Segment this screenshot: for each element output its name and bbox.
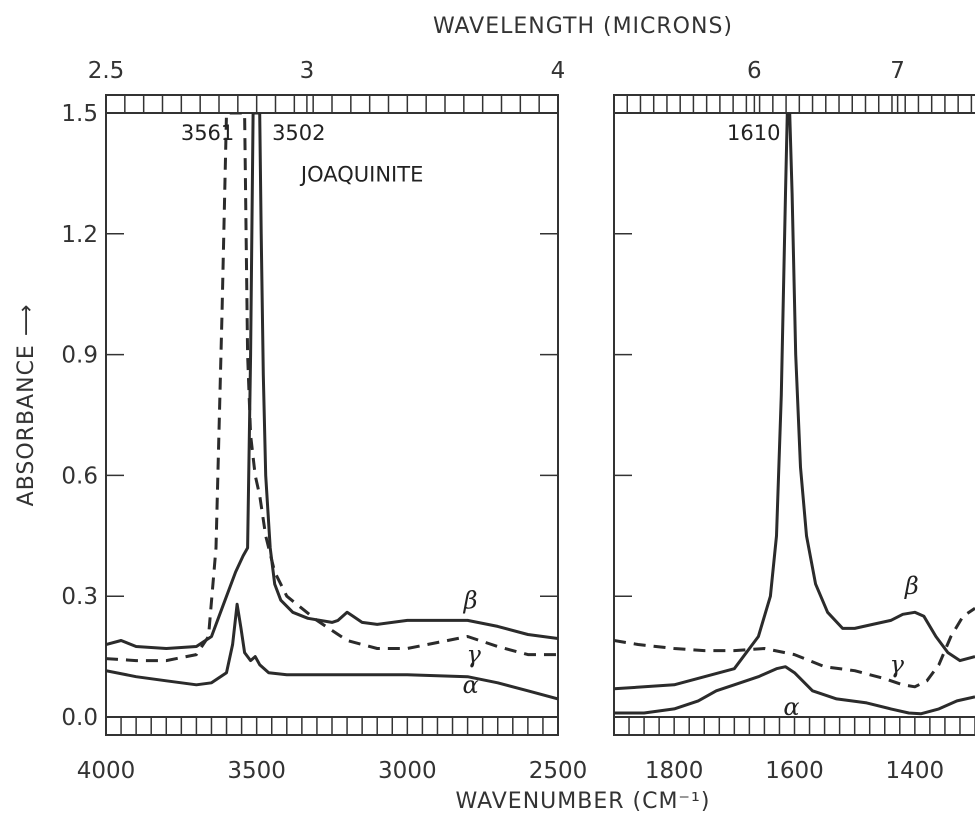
y-tick-label: 0.3	[61, 584, 98, 610]
panel-frame	[105, 94, 559, 736]
y-tick-label: 0.9	[61, 343, 98, 369]
series-label: α	[463, 671, 479, 699]
top-tick-label: 6	[747, 58, 762, 84]
x-tick-label: 3000	[378, 758, 437, 784]
series-line-alpha	[106, 602, 558, 701]
top-tick-label: 4	[551, 58, 566, 84]
series-line-beta	[106, 113, 558, 650]
top-tick-label: 3	[300, 58, 315, 84]
series-label: γ	[890, 651, 905, 679]
peak-label: 3561	[181, 121, 234, 145]
x-tick-label: 3500	[227, 758, 286, 784]
series-line-alpha	[614, 665, 975, 716]
x2-axis-title: WAVELENGTH (MICRONS)	[433, 14, 733, 39]
series-label: β	[904, 572, 919, 600]
y-tick-label: 0.0	[61, 705, 98, 731]
y-tick-label: 1.2	[61, 222, 98, 248]
y-tick-label: 0.6	[61, 463, 98, 489]
y-tick-label: 1.5	[61, 101, 98, 127]
x-tick-label: 1800	[645, 758, 704, 784]
y-axis-title: ABSORBANCE ⟶	[14, 304, 39, 507]
peak-label: 1610	[727, 121, 780, 145]
chart-title: JOAQUINITE	[299, 162, 423, 186]
series-label: β	[463, 586, 478, 614]
x-tick-label: 1400	[886, 758, 945, 784]
x-tick-label: 2500	[529, 758, 588, 784]
x-tick-label: 4000	[77, 758, 136, 784]
series-line-beta	[614, 113, 975, 691]
series-label: γ	[466, 641, 481, 669]
x-tick-label: 1600	[765, 758, 824, 784]
x-axis-title: WAVENUMBER (CM⁻¹)	[456, 789, 711, 814]
panel-right: 1800 1600 1400 6 7 β γ α 1610	[613, 58, 975, 784]
series-line-gamma	[614, 607, 975, 689]
panel-frame	[613, 94, 975, 736]
series-label: α	[783, 693, 799, 721]
top-tick-label: 2.5	[88, 58, 125, 84]
panel-left: 4000 3500 3000 2500 2.5 3 4 0.0 0.3 0.6 0.9 1.2 1.5 β…	[61, 58, 587, 784]
series-line-gamma	[106, 113, 558, 663]
top-tick-label: 7	[890, 58, 905, 84]
peak-label: 3502	[272, 121, 325, 145]
